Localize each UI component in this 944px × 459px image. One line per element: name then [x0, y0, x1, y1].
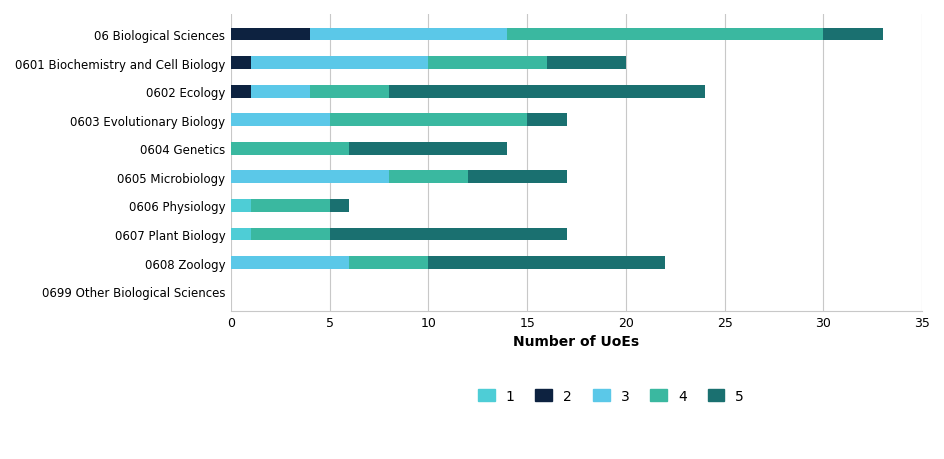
Bar: [230, 257, 349, 269]
Bar: [329, 114, 527, 127]
Bar: [310, 85, 389, 98]
Bar: [230, 142, 349, 155]
Bar: [230, 228, 250, 241]
Bar: [507, 28, 822, 41]
Bar: [349, 257, 428, 269]
Bar: [527, 114, 566, 127]
Bar: [250, 200, 329, 213]
Bar: [547, 57, 625, 70]
Bar: [230, 28, 310, 41]
Bar: [349, 142, 507, 155]
Bar: [250, 57, 428, 70]
Legend: 1, 2, 3, 4, 5: 1, 2, 3, 4, 5: [472, 383, 749, 409]
Bar: [230, 85, 250, 98]
Bar: [428, 257, 665, 269]
Bar: [230, 200, 250, 213]
Bar: [329, 200, 349, 213]
X-axis label: Number of UoEs: Number of UoEs: [513, 335, 639, 349]
Bar: [230, 57, 250, 70]
Bar: [389, 85, 704, 98]
Bar: [467, 171, 566, 184]
Bar: [428, 57, 547, 70]
Bar: [230, 114, 329, 127]
Bar: [250, 85, 310, 98]
Bar: [310, 28, 507, 41]
Bar: [329, 228, 566, 241]
Bar: [230, 171, 389, 184]
Bar: [389, 171, 467, 184]
Bar: [250, 228, 329, 241]
Bar: [822, 28, 882, 41]
